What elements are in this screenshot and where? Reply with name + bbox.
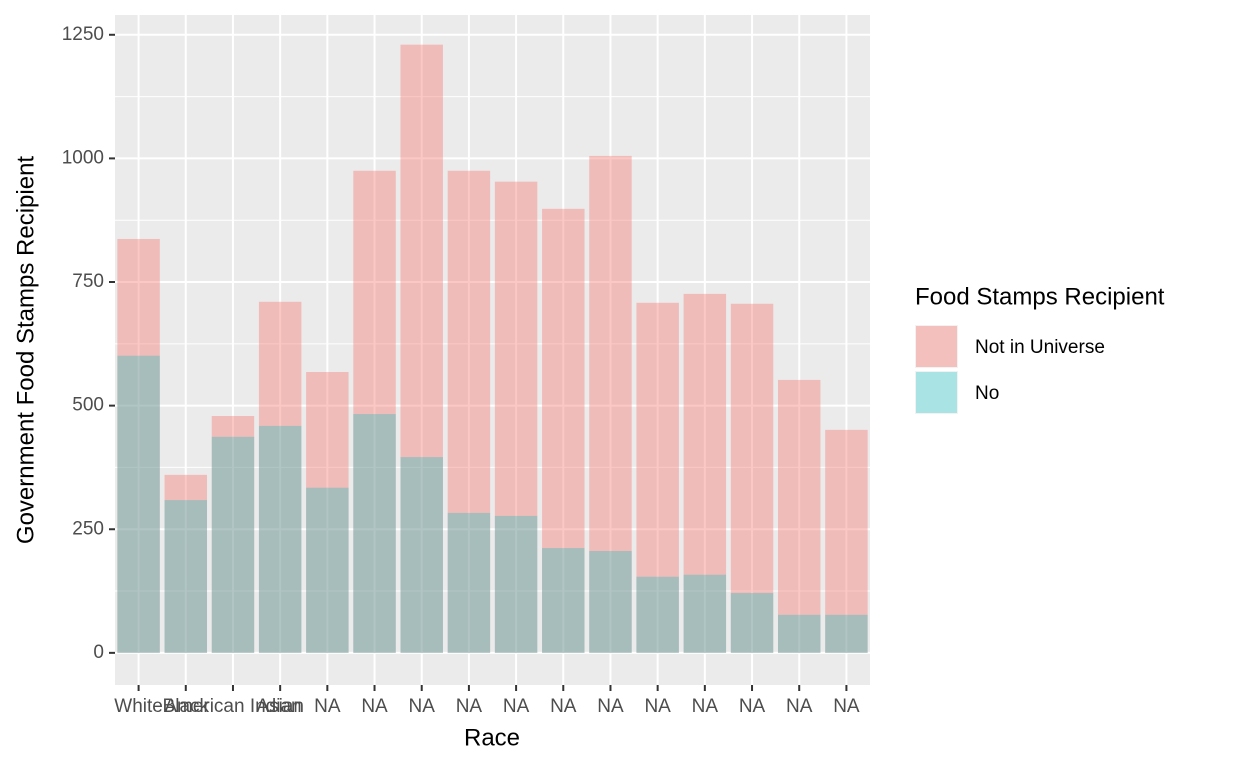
x-tick-label: NA	[597, 696, 624, 717]
legend-label: Not in Universe	[975, 337, 1105, 358]
x-tick-label: NA	[692, 696, 719, 717]
bar	[447, 170, 491, 653]
bar	[306, 372, 349, 653]
y-tick-label: 0	[93, 642, 104, 663]
bar	[494, 515, 538, 653]
bar	[447, 512, 491, 653]
y-tick-label: 750	[72, 271, 104, 292]
bar	[306, 487, 349, 653]
bar	[777, 379, 821, 653]
bar	[730, 303, 774, 653]
bar	[542, 548, 585, 653]
y-tick-label: 1000	[62, 147, 104, 168]
bar	[542, 208, 585, 653]
x-tick-label: NA	[409, 696, 436, 717]
legend-label: No	[975, 383, 999, 404]
x-tick-label: NA	[833, 696, 860, 717]
bar	[211, 436, 255, 653]
bar	[636, 302, 679, 653]
bar	[164, 500, 208, 653]
x-tick-label: NA	[550, 696, 577, 717]
x-tick-label: White	[114, 696, 163, 717]
bar	[589, 551, 632, 653]
bar	[730, 593, 774, 653]
bar	[353, 170, 396, 653]
bar	[117, 238, 160, 653]
legend-key-bg	[915, 325, 958, 368]
x-tick-label: American Indian	[164, 696, 301, 717]
bar	[117, 355, 160, 653]
bar	[400, 457, 443, 653]
bar	[400, 44, 443, 653]
bar	[825, 429, 868, 653]
legend-key-bg	[915, 371, 958, 414]
x-tick-label: NA	[739, 696, 766, 717]
x-tick-label: NA	[456, 696, 483, 717]
x-tick-label: NA	[314, 696, 341, 717]
x-tick-label: Black	[163, 696, 210, 717]
legend-key	[916, 326, 957, 367]
plot-area	[115, 15, 870, 685]
x-axis-title: Race	[464, 724, 520, 751]
bar	[494, 181, 538, 653]
y-tick-label: 1250	[62, 24, 104, 45]
panel	[115, 15, 870, 685]
bar	[353, 414, 396, 653]
bar	[683, 293, 727, 653]
x-tick-label: NA	[786, 696, 813, 717]
x-tick-label: NA	[361, 696, 388, 717]
x-tick-label: NA	[503, 696, 530, 717]
x-tick-label: NA	[644, 696, 671, 717]
bar	[211, 416, 255, 653]
bar	[589, 155, 632, 653]
bar	[258, 301, 302, 653]
bar	[825, 614, 868, 653]
legend: Not in Universe No	[915, 325, 1105, 414]
bar	[164, 474, 208, 653]
y-tick-label: 250	[72, 518, 104, 539]
y-tick-label: 500	[72, 395, 104, 416]
legend-key	[916, 372, 957, 413]
bar	[683, 574, 727, 653]
bar	[258, 425, 302, 653]
bar	[636, 576, 679, 653]
bar	[777, 614, 821, 653]
y-axis-title: Government Food Stamps Recipient	[12, 156, 39, 545]
x-tick-label: Asian	[256, 696, 304, 717]
legend-title: Food Stamps Recipient	[915, 283, 1165, 310]
